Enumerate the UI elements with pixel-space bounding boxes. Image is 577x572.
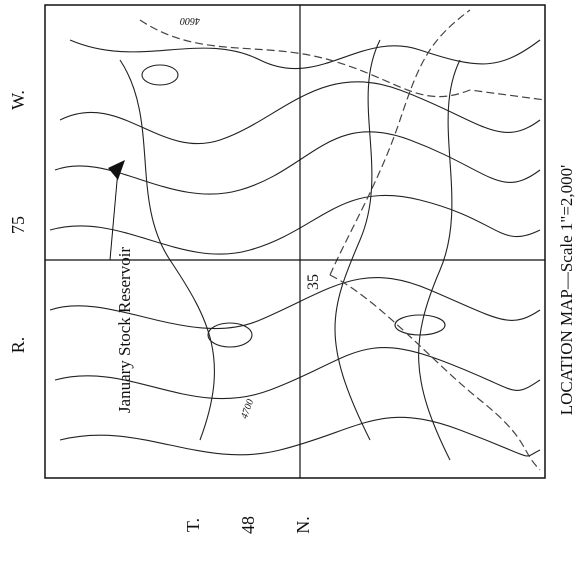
caption: LOCATION MAP—Scale 1"=2,000' (557, 165, 576, 416)
range-prefix: R. (8, 337, 28, 354)
township-prefix: T. (183, 518, 203, 532)
range-suffix: W. (8, 90, 28, 110)
contours (49, 9, 546, 471)
reservoir-label: January Stock Reservoir (115, 247, 134, 414)
contour-label: 4600 (180, 15, 200, 26)
map-frame (44, 4, 546, 479)
township-suffix: N. (293, 516, 313, 534)
leader-line (109, 169, 119, 261)
contour-label: 4700 (239, 398, 256, 421)
township-number: 48 (238, 516, 258, 534)
section-number: 35 (305, 274, 322, 290)
range-number: 75 (8, 216, 28, 234)
